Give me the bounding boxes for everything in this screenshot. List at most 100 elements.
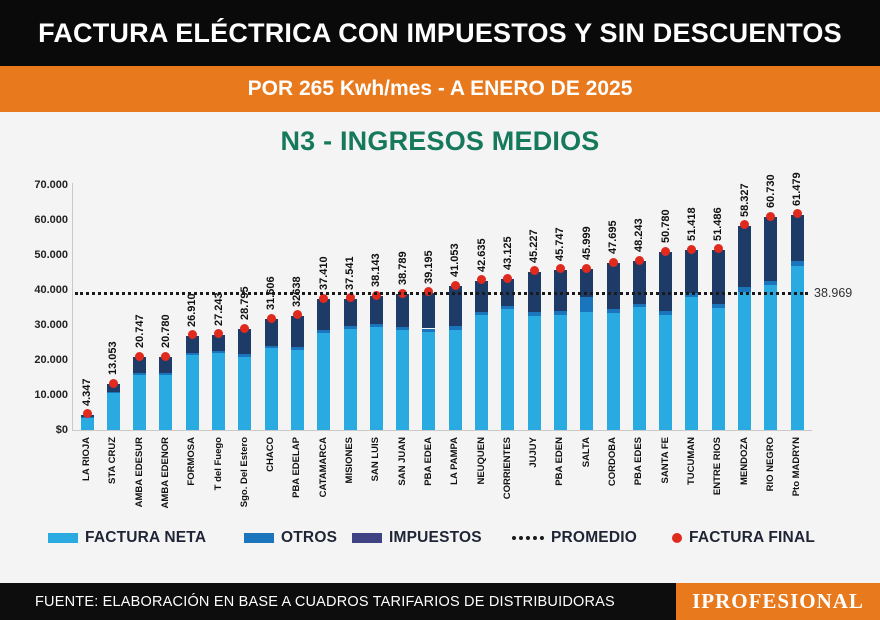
bar-segment-impuestos-san-luis (369, 296, 383, 325)
x-label-jujuy: JUJUY (528, 437, 540, 468)
bar-segment-otros-sgo-del-estero (238, 354, 252, 358)
bar-segment-otros-amba-edesur (133, 372, 147, 376)
x-label-misiones: MISIONES (344, 437, 355, 484)
bar-segment-otros-pba-edelap (290, 346, 304, 350)
bar-segment-impuestos-formosa (185, 335, 199, 353)
bar-segment-otros-cordoba (606, 309, 620, 314)
y-axis-line (72, 183, 73, 430)
bar-segment-impuestos-santa-fe (659, 252, 673, 311)
legend-label: OTROS (281, 529, 338, 546)
promedio-value-label: 38.969 (814, 285, 853, 300)
factura-final-dot-salta (582, 263, 592, 273)
bar-segment-otros-formosa (185, 353, 199, 356)
value-label-mendoza: 58.327 (738, 183, 751, 217)
x-label-pto-madryn: Pto MADRYN (791, 437, 803, 497)
bar-segment-otros-san-luis (369, 324, 383, 328)
bar-segment-factura-neta-corrientes (501, 309, 515, 430)
factura-final-dot-corrientes (503, 273, 513, 283)
value-label-pba-eden: 45.747 (554, 227, 567, 261)
x-label-corrientes: CORRIENTES (501, 437, 513, 500)
bar-segment-factura-neta-la-rioja (80, 417, 94, 430)
y-tick-label: 70.000 (34, 179, 68, 191)
otros-swatch-icon (244, 533, 274, 543)
factura-final-dot-misiones (345, 293, 355, 303)
bar-segment-otros-neuquen (475, 311, 488, 315)
factura-final-dot-sta-cruz (108, 378, 118, 388)
value-label-pto-madryn: 61.479 (791, 172, 804, 206)
bar-segment-impuestos-la-pampa (448, 286, 462, 327)
x-label-formosa: FORMOSA (186, 437, 198, 486)
factura-final-dot-formosa (187, 330, 197, 340)
factura-neta-swatch-icon (48, 533, 78, 543)
red-dot-icon (672, 533, 682, 543)
bar-segment-factura-neta-pba-edea (422, 331, 436, 430)
bar-segment-factura-neta-sta-cruz (106, 393, 120, 430)
x-label-san-juan: SAN JUAN (396, 437, 408, 486)
bar-segment-otros-pto-madryn (790, 260, 804, 266)
bar-segment-otros-pba-eden (553, 311, 567, 315)
factura-final-dot-neuquen (477, 275, 486, 285)
legend-label: IMPUESTOS (389, 529, 482, 546)
y-tick-label: 50.000 (34, 249, 68, 261)
factura-final-dot-sgo-del-estero (240, 323, 250, 333)
subheader-title: POR 265 Kwh/mes - A ENERO DE 2025 (247, 77, 633, 100)
bar-segment-impuestos-t-del-fuego (212, 334, 225, 351)
factura-final-dot-la-rioja (82, 409, 92, 419)
legend-label: FACTURA NETA (85, 529, 207, 546)
bar-segment-impuestos-rio-negro (764, 217, 778, 281)
y-tick-label: 60.000 (34, 214, 68, 226)
factura-final-dot-entre-rios (713, 244, 723, 254)
value-label-catamarca: 37.410 (317, 256, 330, 291)
bar-segment-otros-rio-negro (764, 280, 778, 286)
bar-segment-impuestos-catamarca (317, 299, 331, 331)
x-label-catamarca: CATAMARCA (317, 437, 329, 498)
value-label-la-rioja: 4.347 (81, 378, 93, 406)
x-label-neuquen: NEUQUEN (475, 437, 487, 485)
legend-label: FACTURA FINAL (689, 529, 816, 546)
bar-segment-impuestos-pba-edea (422, 292, 436, 329)
bar-segment-otros-corrientes (501, 306, 515, 310)
factura-final-dot-pba-edes (634, 255, 644, 265)
value-label-san-luis: 38.143 (370, 253, 383, 288)
legend-item-impuestos: IMPUESTOS (352, 529, 482, 546)
x-label-amba-edesur: AMBA EDESUR (133, 437, 145, 508)
x-label-la-pampa: LA PAMPA (449, 437, 461, 485)
value-label-la-pampa: 41.053 (449, 243, 462, 278)
bar-segment-factura-neta-formosa (185, 355, 199, 430)
legend-item-otros: OTROS (244, 529, 338, 546)
bar-segment-factura-neta-santa-fe (659, 314, 673, 430)
bar-segment-impuestos-neuquen (475, 280, 488, 312)
factura-final-dot-chaco (266, 313, 276, 323)
bar-segment-factura-neta-mendoza (738, 291, 751, 430)
header-bar: FACTURA ELÉCTRICA CON IMPUESTOS Y SIN DE… (0, 0, 880, 66)
factura-final-dot-amba-edenor (161, 351, 171, 361)
legend-item-promedio: PROMEDIO (512, 529, 637, 546)
legend-label: PROMEDIO (551, 529, 637, 546)
y-tick-label: 40.000 (34, 284, 68, 296)
bar-segment-impuestos-salta (580, 269, 594, 297)
value-label-entre-rios: 51.486 (712, 207, 725, 241)
page-title: FACTURA ELÉCTRICA CON IMPUESTOS Y SIN DE… (38, 17, 842, 48)
bar-segment-factura-neta-pba-edelap (290, 349, 304, 430)
promedio-line (75, 292, 808, 296)
value-label-pba-edea: 39.195 (422, 250, 435, 284)
brand-name: IPROFESIONAL (692, 589, 864, 613)
value-label-pba-edes: 48.243 (633, 218, 646, 253)
bar-segment-impuestos-pba-edes (632, 261, 646, 304)
bar-segment-impuestos-tucuman (685, 250, 699, 293)
bar-segment-factura-neta-jujuy (527, 315, 541, 430)
bar-segment-impuestos-entre-rios (711, 249, 725, 304)
x-label-pba-edelap: PBA EDELAP (291, 437, 303, 498)
legend-item-factura-neta: FACTURA NETA (48, 529, 207, 546)
bar-segment-impuestos-san-juan (396, 294, 410, 327)
dashed-line-icon (512, 536, 544, 540)
bar-segment-factura-neta-t-del-fuego (212, 352, 225, 430)
bar-segment-factura-neta-entre-rios (711, 307, 725, 430)
value-label-cordoba: 47.695 (607, 220, 619, 255)
factura-final-dot-jujuy (529, 266, 539, 276)
bar-segment-otros-mendoza (738, 287, 751, 292)
x-label-salta: SALTA (580, 437, 592, 468)
bar-segment-factura-neta-sgo-del-estero (238, 357, 252, 430)
source-note: FUENTE: ELABORACIÓN EN BASE A CUADROS TA… (35, 593, 615, 610)
